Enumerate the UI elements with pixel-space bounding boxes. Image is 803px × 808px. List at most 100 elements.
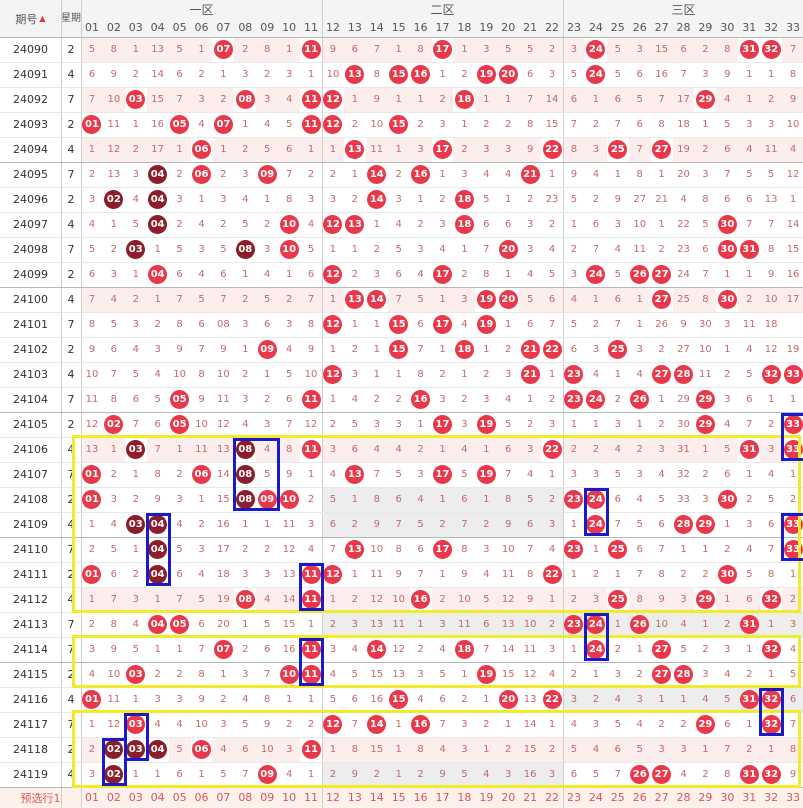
cell-24091-13[interactable]: 13 bbox=[344, 62, 366, 87]
cell-24114-7[interactable]: 07 bbox=[212, 637, 234, 662]
winning-ball-11[interactable]: 11 bbox=[301, 440, 321, 459]
footer-column-17[interactable]: 17 bbox=[431, 787, 454, 808]
footer-column-14[interactable]: 14 bbox=[365, 787, 388, 808]
winning-ball-23[interactable]: 23 bbox=[564, 365, 584, 384]
cell-24113-26[interactable]: 26 bbox=[628, 612, 651, 637]
cell-24109-3[interactable]: 03 bbox=[125, 512, 147, 537]
cell-24090-31[interactable]: 31 bbox=[738, 37, 760, 62]
footer-column-10[interactable]: 10 bbox=[278, 787, 301, 808]
winning-ball-25[interactable]: 25 bbox=[608, 540, 628, 559]
cell-24112-8[interactable]: 08 bbox=[234, 587, 256, 612]
cell-24093-11[interactable]: 11 bbox=[300, 112, 322, 137]
cell-24092-8[interactable]: 08 bbox=[234, 87, 256, 112]
cell-24098-30[interactable]: 30 bbox=[716, 237, 738, 262]
winning-ball-17[interactable]: 17 bbox=[433, 40, 452, 59]
cell-24109-4[interactable]: 04 bbox=[147, 512, 169, 537]
cell-24093-5[interactable]: 05 bbox=[169, 112, 191, 137]
cell-24104-23[interactable]: 23 bbox=[563, 387, 585, 412]
winning-ball-27[interactable]: 27 bbox=[652, 140, 672, 159]
cell-24108-9[interactable]: 09 bbox=[256, 487, 278, 512]
cell-24119-27[interactable]: 27 bbox=[651, 762, 673, 787]
winning-ball-09[interactable]: 09 bbox=[257, 490, 277, 509]
winning-ball-03[interactable]: 03 bbox=[126, 240, 146, 259]
winning-ball-31[interactable]: 31 bbox=[739, 690, 759, 709]
footer-column-24[interactable]: 24 bbox=[584, 787, 607, 808]
cell-24102-22[interactable]: 22 bbox=[541, 337, 563, 362]
footer-column-20[interactable]: 20 bbox=[497, 787, 520, 808]
cell-24094-27[interactable]: 27 bbox=[651, 137, 673, 162]
cell-24112-29[interactable]: 29 bbox=[694, 587, 716, 612]
cell-24094-13[interactable]: 13 bbox=[344, 137, 366, 162]
winning-ball-27[interactable]: 27 bbox=[652, 765, 672, 784]
winning-ball-10[interactable]: 10 bbox=[279, 490, 299, 509]
cell-24091-16[interactable]: 16 bbox=[410, 62, 432, 87]
cell-24100-13[interactable]: 13 bbox=[344, 287, 366, 312]
winning-ball-26[interactable]: 26 bbox=[630, 765, 650, 784]
cell-24104-11[interactable]: 11 bbox=[300, 387, 322, 412]
cell-24107-19[interactable]: 19 bbox=[475, 462, 497, 487]
cell-24101-15[interactable]: 15 bbox=[388, 312, 410, 337]
winning-ball-13[interactable]: 13 bbox=[345, 140, 365, 159]
winning-ball-32[interactable]: 32 bbox=[761, 715, 781, 734]
winning-ball-27[interactable]: 27 bbox=[652, 640, 672, 659]
winning-ball-29[interactable]: 29 bbox=[695, 715, 715, 734]
winning-ball-04[interactable]: 04 bbox=[148, 540, 168, 559]
winning-ball-22[interactable]: 22 bbox=[542, 440, 562, 459]
cell-24100-27[interactable]: 27 bbox=[651, 287, 673, 312]
footer-column-07[interactable]: 07 bbox=[212, 787, 235, 808]
winning-ball-20[interactable]: 20 bbox=[498, 240, 518, 259]
cell-24106-22[interactable]: 22 bbox=[541, 437, 563, 462]
footer-column-03[interactable]: 03 bbox=[124, 787, 147, 808]
cell-24110-23[interactable]: 23 bbox=[563, 537, 585, 562]
cell-24111-1[interactable]: 01 bbox=[81, 562, 103, 587]
footer-column-32[interactable]: 32 bbox=[760, 787, 783, 808]
cell-24105-17[interactable]: 17 bbox=[432, 412, 454, 437]
winning-ball-33[interactable]: 33 bbox=[783, 515, 803, 534]
winning-ball-20[interactable]: 20 bbox=[498, 65, 518, 84]
cell-24106-33[interactable]: 33 bbox=[782, 437, 803, 462]
footer-column-05[interactable]: 05 bbox=[168, 787, 191, 808]
footer-column-02[interactable]: 02 bbox=[102, 787, 125, 808]
footer-column-21[interactable]: 21 bbox=[519, 787, 542, 808]
winning-ball-08[interactable]: 08 bbox=[235, 590, 255, 609]
cell-24090-17[interactable]: 17 bbox=[432, 37, 454, 62]
winning-ball-17[interactable]: 17 bbox=[433, 140, 452, 159]
winning-ball-09[interactable]: 09 bbox=[257, 165, 277, 184]
winning-ball-18[interactable]: 18 bbox=[454, 215, 474, 234]
cell-24098-20[interactable]: 20 bbox=[497, 237, 519, 262]
cell-24109-29[interactable]: 29 bbox=[694, 512, 716, 537]
cell-24103-32[interactable]: 32 bbox=[760, 362, 782, 387]
cell-24096-2[interactable]: 02 bbox=[103, 187, 125, 212]
winning-ball-08[interactable]: 08 bbox=[235, 240, 255, 259]
footer-column-06[interactable]: 06 bbox=[190, 787, 213, 808]
cell-24092-12[interactable]: 12 bbox=[322, 87, 344, 112]
winning-ball-08[interactable]: 08 bbox=[235, 440, 255, 459]
winning-ball-10[interactable]: 10 bbox=[279, 215, 299, 234]
cell-24110-17[interactable]: 17 bbox=[432, 537, 454, 562]
winning-ball-03[interactable]: 03 bbox=[126, 665, 146, 684]
winning-ball-24[interactable]: 24 bbox=[586, 490, 606, 509]
winning-ball-14[interactable]: 14 bbox=[367, 290, 387, 309]
footer-column-29[interactable]: 29 bbox=[694, 787, 717, 808]
winning-ball-14[interactable]: 14 bbox=[367, 715, 387, 734]
cell-24102-21[interactable]: 21 bbox=[519, 337, 541, 362]
cell-24105-19[interactable]: 19 bbox=[475, 412, 497, 437]
cell-24091-19[interactable]: 19 bbox=[475, 62, 497, 87]
cell-24107-8[interactable]: 08 bbox=[234, 462, 256, 487]
cell-24091-20[interactable]: 20 bbox=[497, 62, 519, 87]
cell-24104-16[interactable]: 16 bbox=[410, 387, 432, 412]
winning-ball-16[interactable]: 16 bbox=[411, 715, 431, 734]
winning-ball-02[interactable]: 02 bbox=[104, 190, 124, 209]
winning-ball-32[interactable]: 32 bbox=[761, 590, 781, 609]
winning-ball-14[interactable]: 14 bbox=[367, 640, 387, 659]
cell-24093-1[interactable]: 01 bbox=[81, 112, 103, 137]
winning-ball-12[interactable]: 12 bbox=[323, 315, 343, 334]
cell-24117-12[interactable]: 12 bbox=[322, 712, 344, 737]
footer-column-22[interactable]: 22 bbox=[541, 787, 564, 808]
cell-24100-14[interactable]: 14 bbox=[366, 287, 388, 312]
winning-ball-29[interactable]: 29 bbox=[695, 415, 715, 434]
winning-ball-15[interactable]: 15 bbox=[389, 115, 409, 134]
cell-24111-22[interactable]: 22 bbox=[541, 562, 563, 587]
winning-ball-06[interactable]: 06 bbox=[192, 740, 211, 759]
winning-ball-08[interactable]: 08 bbox=[235, 90, 255, 109]
